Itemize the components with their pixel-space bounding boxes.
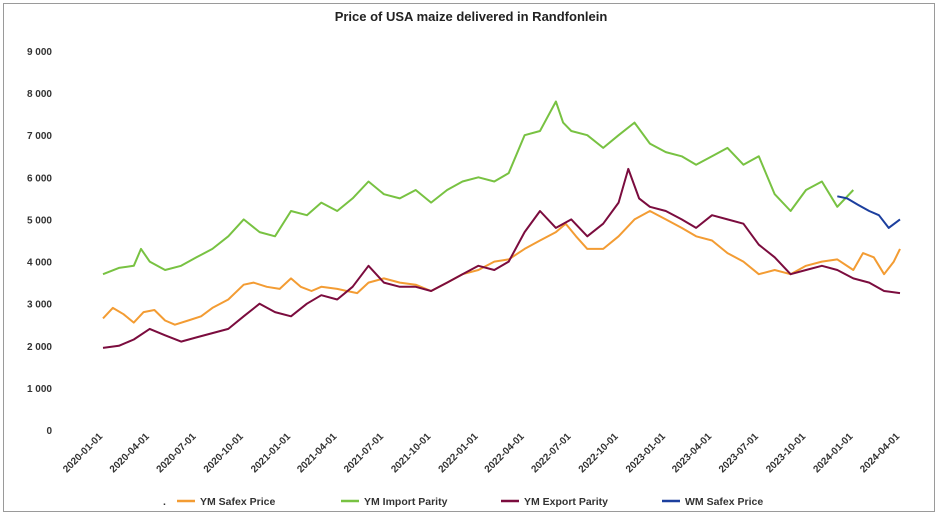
legend: . YM Safex Price YM Import Parity YM Exp… [163, 496, 763, 508]
series-line-wm-safex-price [837, 195, 901, 229]
y-tick-label: 7 000 [27, 131, 52, 142]
y-tick-label: 6 000 [27, 173, 52, 184]
y-tick-label: 8 000 [27, 89, 52, 100]
x-tick-label: 2021-07-01 [342, 431, 386, 475]
chart-frame [3, 3, 935, 512]
x-tick-label: 2023-07-01 [717, 431, 761, 475]
x-axis-ticks: 2020-01-01 2020-04-01 2020-07-01 2020-10-01… [61, 431, 902, 475]
y-tick-label: 4 000 [27, 258, 52, 269]
series-line-ym-import-parity [102, 100, 855, 276]
legend-marker: . [163, 496, 166, 508]
y-axis-ticks: 0 1 000 2 000 3 000 4 000 5 000 6 000 7 000 8 00… [27, 47, 52, 437]
x-tick-label: 2022-10-01 [577, 431, 621, 475]
x-tick-label: 2020-04-01 [108, 431, 152, 475]
x-tick-label: 2020-07-01 [155, 431, 199, 475]
x-tick-label: 2023-04-01 [670, 431, 714, 475]
x-tick-label: 2024-01-01 [811, 431, 855, 475]
x-tick-label: 2022-01-01 [437, 431, 481, 475]
series-line-ym-safex-price [102, 210, 901, 326]
y-tick-label: 5 000 [27, 215, 52, 226]
x-tick-label: 2022-07-01 [530, 431, 574, 475]
y-tick-label: 3 000 [27, 300, 52, 311]
legend-label-ym-export: YM Export Parity [524, 496, 608, 508]
x-tick-label: 2023-01-01 [624, 431, 668, 475]
legend-label-ym-safex: YM Safex Price [200, 496, 275, 508]
x-tick-label: 2022-04-01 [483, 431, 527, 475]
x-tick-label: 2021-01-01 [249, 431, 293, 475]
x-tick-label: 2021-04-01 [295, 431, 339, 475]
chart-title: Price of USA maize delivered in Randfonl… [335, 9, 608, 24]
x-tick-label: 2023-10-01 [764, 431, 808, 475]
series-line-ym-export-parity [102, 167, 901, 349]
legend-label-wm-safex: WM Safex Price [685, 496, 763, 508]
legend-label-ym-import: YM Import Parity [364, 496, 448, 508]
y-tick-label: 1 000 [27, 384, 52, 395]
x-tick-label: 2020-10-01 [202, 431, 246, 475]
y-tick-label: 0 [46, 426, 52, 437]
x-tick-label: 2020-01-01 [61, 431, 105, 475]
y-tick-label: 9 000 [27, 47, 52, 58]
x-tick-label: 2024-04-01 [858, 431, 902, 475]
y-tick-label: 2 000 [27, 342, 52, 353]
series-lines [102, 100, 901, 349]
x-tick-label: 2021-10-01 [389, 431, 433, 475]
